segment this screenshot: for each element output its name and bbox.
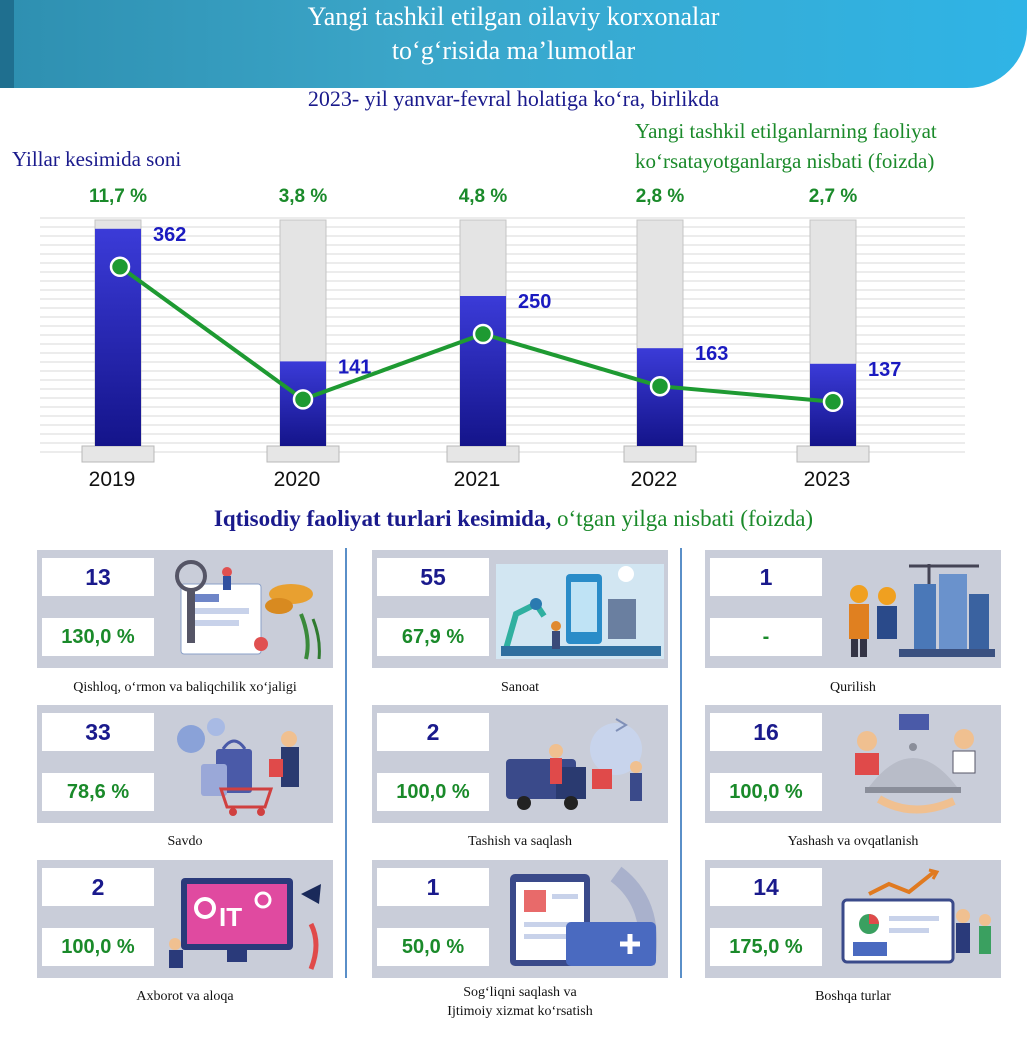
card-agriculture: 13 130,0 % [37, 550, 333, 668]
card-percent: - [710, 618, 822, 656]
card-percent: 100,0 % [377, 773, 489, 811]
card-count: 1 [710, 558, 822, 596]
x-tick-label: 2020 [274, 468, 321, 491]
card-ict: 2 100,0 % IT [37, 860, 333, 978]
bar-pedestal [446, 445, 520, 463]
percent-label: 3,8 % [279, 186, 328, 207]
svg-text:IT: IT [219, 902, 242, 932]
header-banner: Yangi tashkil etilgan oilaviy korxonalar… [0, 0, 1027, 88]
bar [460, 296, 506, 446]
bar-value-label: 137 [868, 359, 901, 381]
line-marker [109, 256, 131, 278]
chart-area: 362 11,7 % 2019 141 3,8 % 2020 250 4,8 % 2021 163… [40, 186, 965, 491]
card-label: Tashish va saqlash [467, 834, 572, 849]
x-tick-label: 2023 [804, 468, 851, 491]
card-label: Qishloq, o‘rmon va baliqchilik xo‘jaligi [73, 680, 297, 695]
x-tick-label: 2022 [631, 468, 678, 491]
card-label: Axborot va aloqa [136, 989, 234, 1004]
line-marker [292, 389, 314, 410]
card-percent: 78,6 % [42, 773, 154, 811]
card-label: Qurilish [830, 680, 876, 695]
card-label-line1: Sog‘liqni saqlash va [463, 985, 577, 1000]
delivery-truck-icon [506, 718, 642, 810]
line-marker [472, 323, 494, 345]
card-other: 14 175,0 % [705, 860, 1001, 978]
line-marker [822, 391, 844, 413]
page-title-line2: to‘g‘risida ma’lumotlar [391, 36, 636, 65]
percent-label: 4,8 % [459, 186, 508, 207]
bar-value-label: 250 [518, 291, 551, 313]
bar [637, 348, 683, 446]
column-divider [680, 548, 682, 978]
agriculture-icon [175, 560, 321, 660]
card-percent: 130,0 % [42, 618, 154, 656]
card-health: 1 50,0 % [372, 860, 668, 978]
card-percent: 175,0 % [710, 928, 822, 966]
percent-label: 2,8 % [636, 186, 685, 207]
percent-label: 2,7 % [809, 186, 858, 207]
bar-value-label: 141 [338, 356, 371, 378]
card-count: 33 [42, 713, 154, 751]
card-label: Boshqa turlar [815, 989, 891, 1004]
card-industry: 55 67,9 % [372, 550, 668, 668]
page-subtitle: 2023- yil yanvar-fevral holatiga ko‘ra, … [307, 86, 720, 111]
hotel-service-icon [855, 714, 976, 814]
card-percent: 100,0 % [42, 928, 154, 966]
card-label: Sog‘liqni saqlash va Ijtimoiy xizmat ko‘… [372, 983, 668, 1021]
card-label: Yashash va ovqatlanish [787, 834, 919, 849]
card-label: Savdo [167, 834, 203, 849]
bar-pedestal [81, 445, 155, 463]
card-label-line2: Ijtimoiy xizmat ko‘rsatish [447, 1004, 593, 1019]
card-count: 13 [42, 558, 154, 596]
line-series-title-line1: Yangi tashkil etilganlarning faoliyat [635, 119, 937, 143]
card-percent: 67,9 % [377, 618, 489, 656]
medical-clipboard-icon [510, 866, 657, 966]
card-trade: 33 78,6 % [37, 705, 333, 823]
bar-pedestal [266, 445, 340, 463]
card-count: 55 [377, 558, 489, 596]
card-transport: 2 100,0 % [372, 705, 668, 823]
line-marker [649, 375, 671, 397]
x-tick-label: 2021 [454, 468, 501, 491]
line-series-title-line2: ko‘rsatayotganlarga nisbati (foizda) [635, 149, 935, 173]
bar-pedestal [623, 445, 697, 463]
percent-label: 11,7 % [89, 186, 147, 207]
card-count: 16 [710, 713, 822, 751]
it-monitor-icon: IT [169, 878, 321, 970]
card-percent: 100,0 % [710, 773, 822, 811]
section-title-rest: o‘tgan yilga nisbati (foizda) [551, 506, 814, 531]
bar-value-label: 163 [695, 343, 728, 365]
section-title-bold: Iqtisodiy faoliyat turlari kesimida, [213, 506, 552, 531]
card-percent: 50,0 % [377, 928, 489, 966]
shopping-icon [177, 718, 299, 816]
section-title: Iqtisodiy faoliyat turlari kesimida, o‘t… [0, 506, 1027, 532]
column-divider [345, 548, 347, 978]
page-title-line1: Yangi tashkil etilgan oilaviy korxonalar [307, 2, 720, 31]
card-count: 2 [377, 713, 489, 751]
card-count: 14 [710, 868, 822, 906]
business-chart-icon [841, 868, 991, 964]
factory-robot-icon [496, 564, 664, 659]
card-construction: 1 - [705, 550, 1001, 668]
construction-workers-icon [849, 564, 995, 657]
card-hospitality: 16 100,0 % [705, 705, 1001, 823]
bar-value-label: 362 [153, 224, 186, 246]
card-label: Sanoat [500, 680, 540, 695]
line-series-title: Yangi tashkil etilganlarning faoliyat ko… [635, 116, 1017, 176]
card-count: 1 [377, 868, 489, 906]
banner-accent [0, 0, 14, 88]
bar-series-title: Yillar kesimida soni [12, 147, 182, 171]
bar-pedestal [796, 445, 870, 463]
x-tick-label: 2019 [89, 468, 136, 491]
card-count: 2 [42, 868, 154, 906]
